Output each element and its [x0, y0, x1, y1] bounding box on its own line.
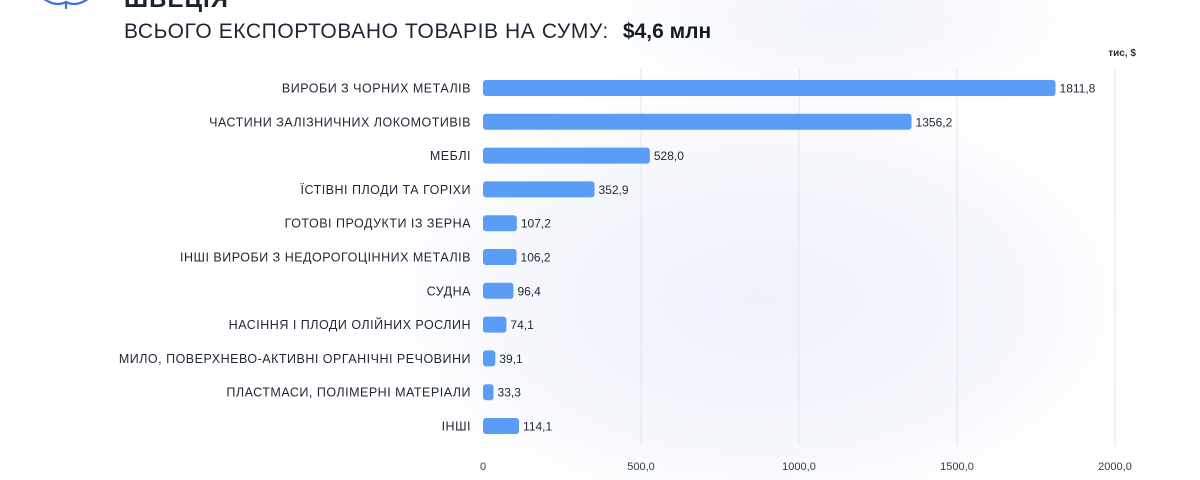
- x-tick-label: 0: [480, 461, 486, 473]
- x-axis-ticks: 0 500,0 1000,0 1500,0 2000,0: [480, 461, 1132, 473]
- chart-title: ВСЬОГО ЕКСПОРТОВАНО ТОВАРІВ НА СУМУ: $4,…: [124, 20, 711, 50]
- bar: [483, 316, 507, 333]
- bar: [483, 350, 496, 367]
- bar: [483, 113, 912, 130]
- value-label: 106,2: [521, 251, 551, 265]
- value-label: 96,4: [517, 284, 541, 298]
- category-label: ВИРОБИ З ЧОРНИХ МЕТАЛІВ: [282, 82, 471, 96]
- value-label: 33,3: [498, 386, 522, 400]
- grid-lines: [640, 68, 1116, 446]
- chart-total-value: $4,6 млн: [622, 20, 712, 43]
- bar: [483, 418, 520, 434]
- bar: [483, 215, 517, 232]
- book-logo-icon: [43, 0, 89, 10]
- category-label: НАСІННЯ І ПЛОДИ ОЛІЙНИХ РОСЛИН: [229, 317, 471, 332]
- bar: [483, 282, 514, 299]
- x-tick-label: 1000,0: [782, 461, 816, 473]
- x-tick-label: 500,0: [627, 461, 655, 473]
- category-label: МИЛО, ПОВЕРХНЕВО-АКТИВНІ ОРГАНІЧНІ РЕЧОВ…: [119, 352, 471, 366]
- category-label: ЧАСТИНИ ЗАЛІЗНИЧНИХ ЛОКОМОТИВІВ: [209, 115, 471, 129]
- category-labels: ВИРОБИ З ЧОРНИХ МЕТАЛІВ ЧАСТИНИ ЗАЛІЗНИЧН…: [119, 82, 471, 434]
- value-labels: 1811,8 1356,2 528,0 352,9 107,2 106,2 96,4 74,1…: [498, 82, 1096, 434]
- category-label: ПЛАСТМАСИ, ПОЛІМЕРНІ МАТЕРІАЛИ: [226, 386, 471, 400]
- value-label: 528,0: [654, 149, 684, 163]
- bar: [483, 181, 595, 198]
- value-label: 107,2: [521, 217, 551, 231]
- bar: [483, 384, 494, 401]
- value-label: 114,1: [523, 420, 552, 434]
- value-label: 39,1: [499, 352, 523, 366]
- bar: [483, 80, 1056, 96]
- bar: [483, 147, 650, 164]
- country-title-partial: ШВЕЦІЯ: [124, 0, 229, 14]
- category-label: СУДНА: [427, 284, 471, 298]
- category-label: ЇСТІВНІ ПЛОДИ ТА ГОРІХИ: [300, 183, 471, 197]
- x-tick-label: 2000,0: [1098, 461, 1132, 473]
- x-tick-label: 1500,0: [940, 461, 974, 473]
- bars: [483, 80, 1056, 434]
- bar: [483, 249, 517, 265]
- value-label: 1811,8: [1060, 82, 1096, 96]
- value-label: 74,1: [510, 318, 534, 332]
- unit-label: тис, $: [1108, 48, 1136, 59]
- category-label: ІНШІ ВИРОБИ З НЕДОРОГОЦІННИХ МЕТАЛІВ: [180, 251, 471, 265]
- category-label: ГОТОВІ ПРОДУКТИ ІЗ ЗЕРНА: [285, 217, 472, 231]
- category-label: МЕБЛІ: [430, 149, 471, 163]
- value-label: 1356,2: [916, 115, 953, 129]
- chart-title-text: ВСЬОГО ЕКСПОРТОВАНО ТОВАРІВ НА СУМУ:: [124, 20, 609, 43]
- value-label: 352,9: [599, 183, 629, 197]
- category-label: ІНШІ: [442, 420, 471, 434]
